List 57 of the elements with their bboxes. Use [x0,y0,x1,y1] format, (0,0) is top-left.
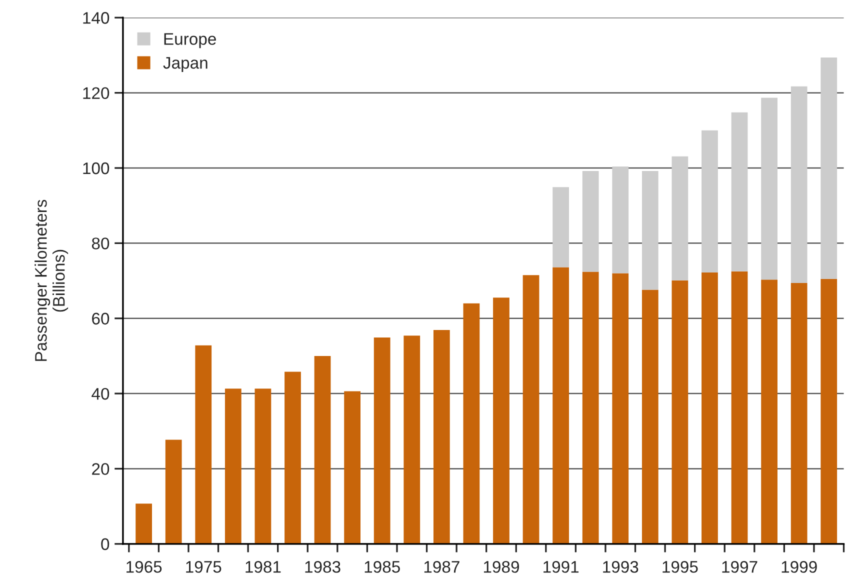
bar [552,187,569,268]
bar [642,171,658,290]
bar [433,330,450,544]
bar [344,391,360,544]
bar [820,57,838,279]
bar [612,166,629,274]
legend-label: Japan [163,57,208,72]
y-tick-label: 0 [101,538,110,550]
x-tick-label: 1997 [722,561,758,573]
bar [224,388,242,544]
x-tick-label: 1999 [782,561,817,573]
x-tick-label: 1975 [186,561,222,573]
bar [284,372,301,544]
bar [761,98,778,280]
y-tick-label: 60 [92,312,110,325]
bar [672,156,688,280]
bar [195,345,212,544]
x-tick-label: 1983 [305,561,340,573]
bar [136,504,152,544]
bar [761,280,778,544]
bar [702,272,718,544]
bar [165,440,182,544]
bar [731,271,748,544]
bar [254,388,272,544]
x-tick-label: 1965 [126,561,162,573]
bar [552,267,569,544]
bar [642,290,658,544]
x-tick-label: 1993 [603,561,638,573]
y-tick-label: 40 [92,388,110,400]
bar [582,272,599,544]
x-tick-label: 1987 [424,561,460,573]
x-tick-label: 1981 [246,561,281,573]
bar [672,280,688,544]
y-tick-label: 20 [92,463,110,475]
bar [404,336,420,544]
y-axis-title: Passenger Kilometers (Billions) [34,200,68,361]
legend-label: Europe [164,33,216,48]
bar [702,130,718,272]
bar [463,303,480,544]
bar [820,278,838,544]
bar [582,171,599,272]
x-tick-label: 1985 [364,561,400,573]
y-tick-label: 80 [92,238,110,250]
x-tick-label: 1989 [484,561,519,573]
y-tick-label: 100 [83,162,110,174]
bar [731,112,748,272]
bar [612,273,629,544]
bar [522,275,540,544]
bar [790,283,808,544]
bar [493,298,510,544]
bar [314,356,331,544]
bar [790,86,808,284]
y-tick-label: 140 [83,12,110,24]
x-tick-label: 1991 [544,561,579,573]
bar [374,338,390,544]
y-tick-label: 120 [83,87,110,100]
x-tick-label: 1995 [662,561,698,573]
